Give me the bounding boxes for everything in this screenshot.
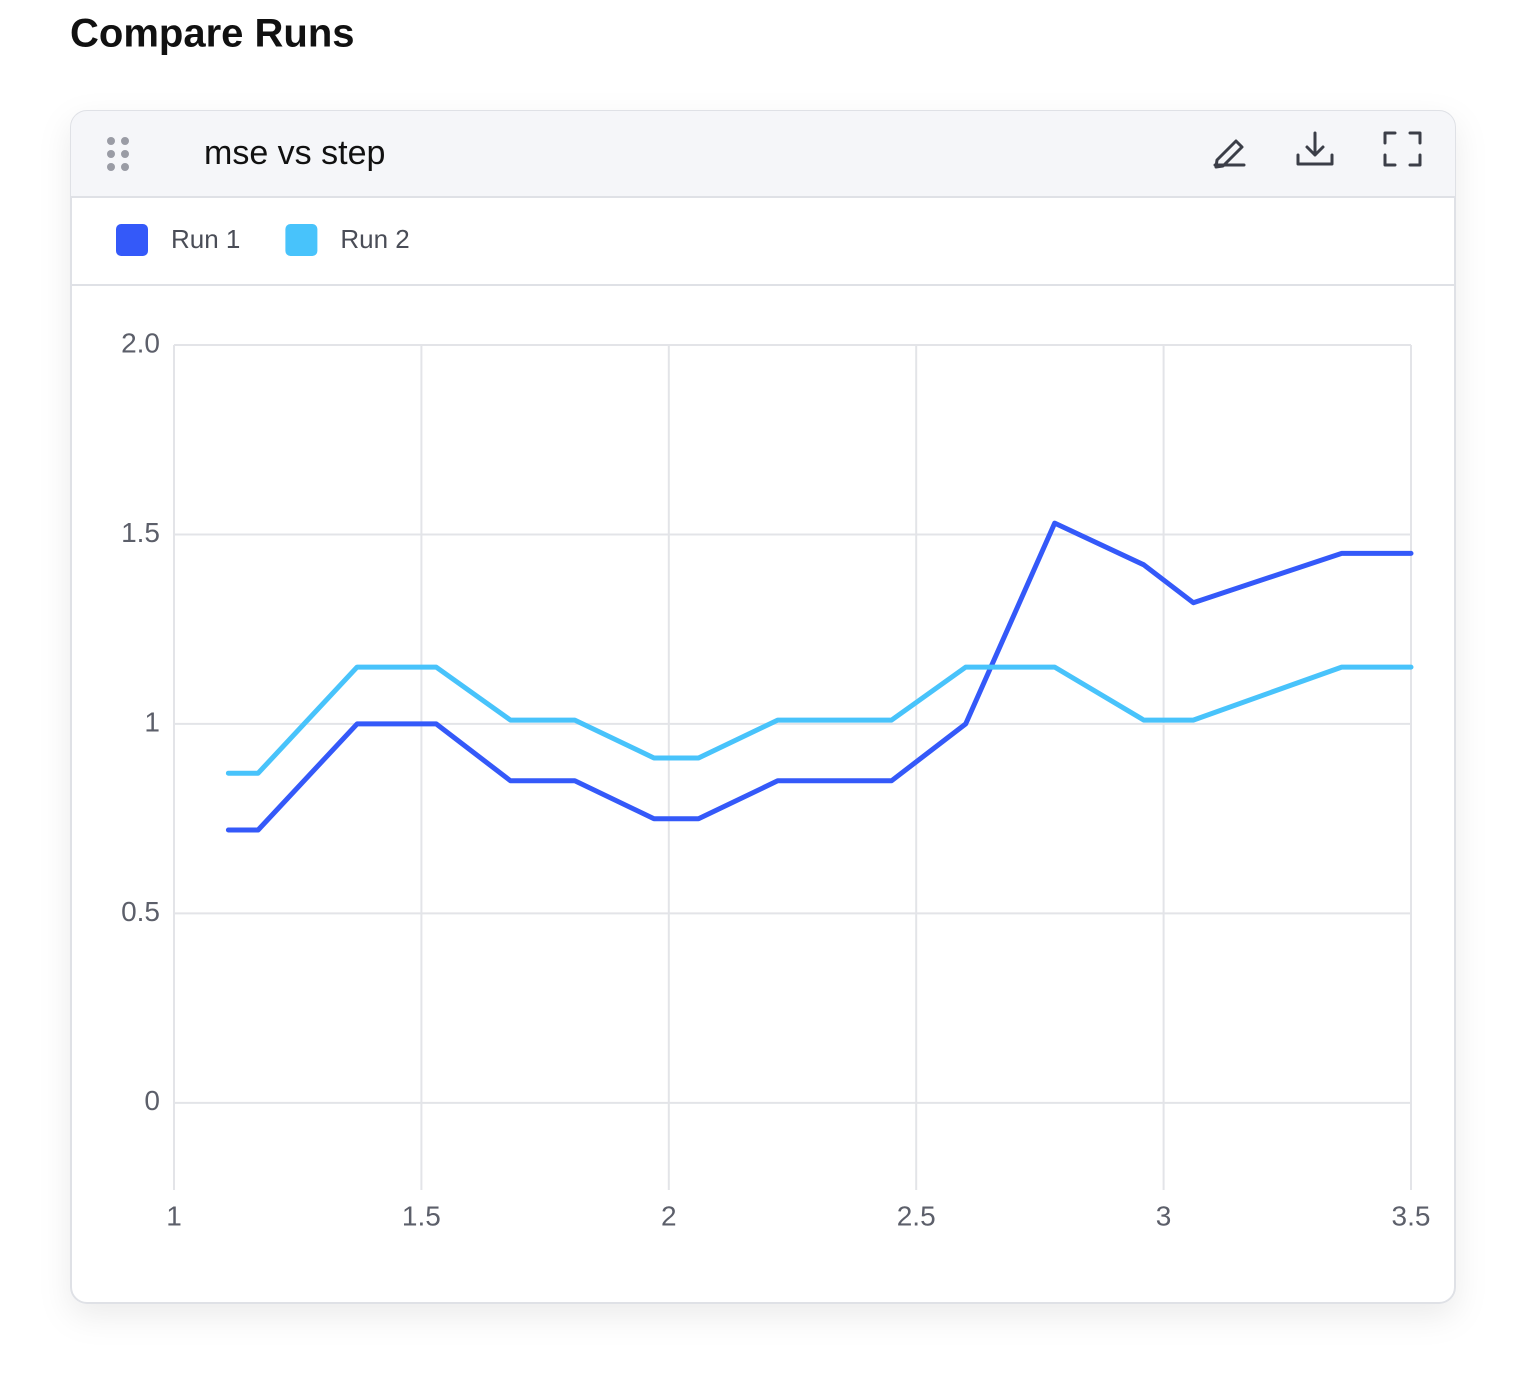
fullscreen-button[interactable]	[1383, 131, 1422, 167]
drag-handle[interactable]	[107, 137, 129, 171]
chart-title: mse vs step	[204, 134, 385, 172]
x-tick-label: 2.5	[897, 1200, 936, 1231]
card	[70, 110, 1456, 1304]
legend-label: Run 1	[171, 224, 240, 254]
y-tick-label: 2.0	[121, 327, 160, 358]
x-tick-label: 3	[1156, 1200, 1172, 1231]
y-tick-label: 1.5	[121, 517, 160, 548]
x-tick-label: 1.5	[402, 1200, 441, 1231]
series-line	[225, 664, 1414, 776]
y-tick-label: 0.5	[121, 896, 160, 927]
download-button[interactable]	[1296, 131, 1334, 166]
x-tick-label: 1	[166, 1200, 182, 1231]
edit-button[interactable]	[1213, 139, 1246, 169]
y-tick-label: 1	[144, 706, 160, 737]
legend-swatch	[285, 224, 318, 256]
legend-swatch	[116, 224, 148, 256]
x-tick-label: 2	[661, 1200, 677, 1231]
x-tick-label: 3.5	[1392, 1200, 1431, 1231]
page-title: Compare Runs	[70, 12, 355, 56]
legend-label: Run 2	[340, 224, 409, 254]
y-tick-label: 0	[144, 1085, 160, 1116]
series-line	[225, 520, 1414, 833]
